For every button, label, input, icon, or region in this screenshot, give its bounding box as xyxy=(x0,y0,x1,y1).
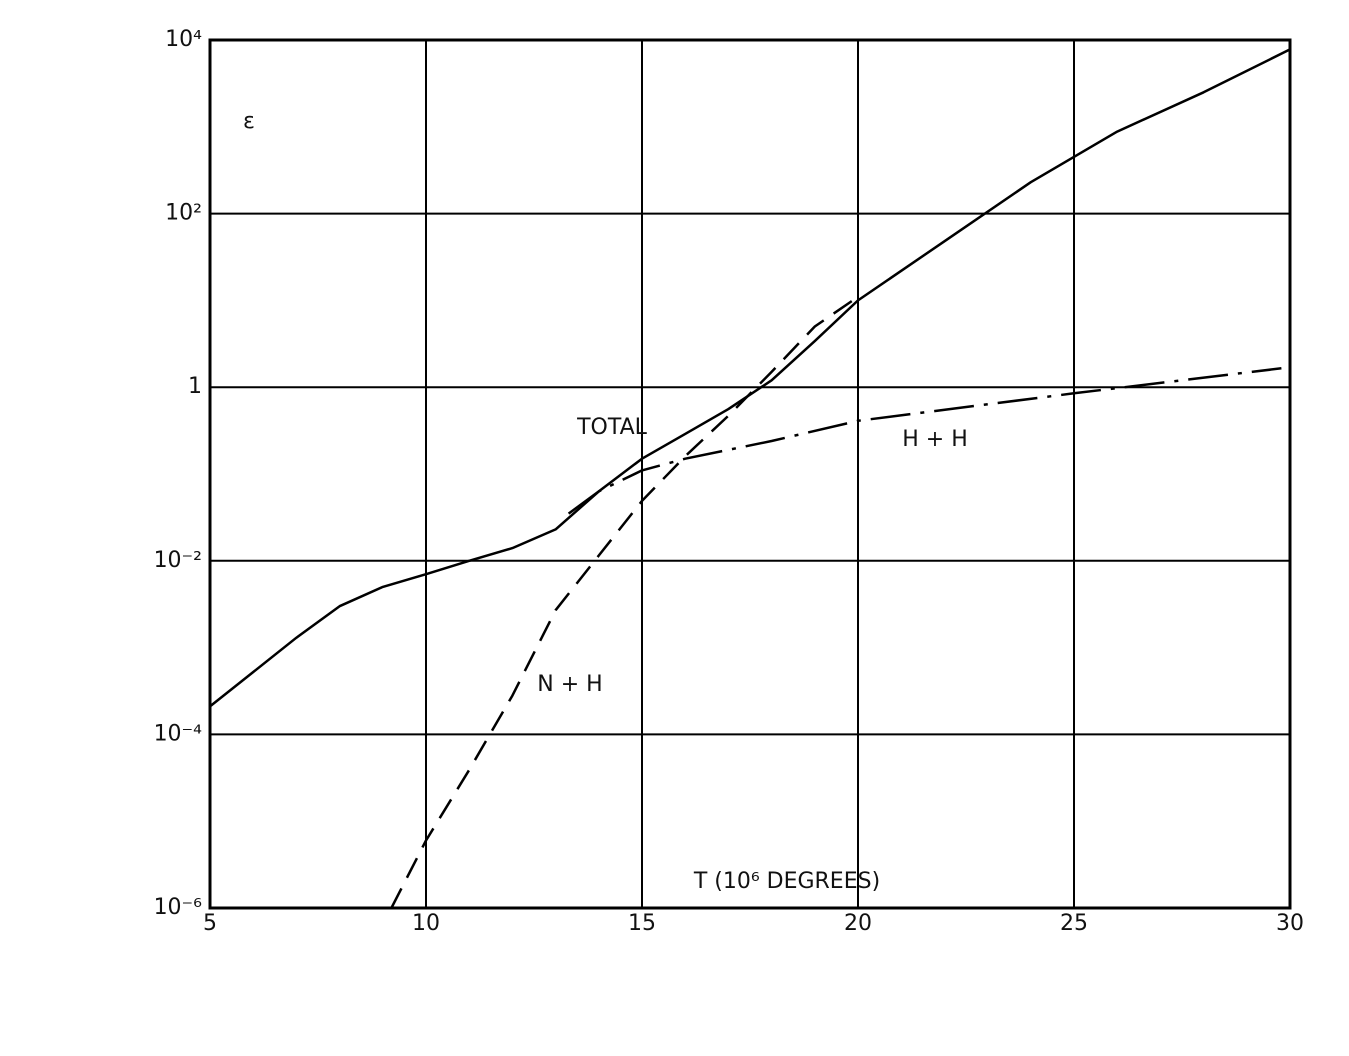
plot-frame xyxy=(208,38,1292,910)
y-tick-label: 10⁻⁴ xyxy=(154,721,203,746)
x-tick-label: 10 xyxy=(412,911,440,936)
x-axis-label: T (10⁶ DEGREES) xyxy=(693,869,880,894)
y-tick-label: 10⁻⁶ xyxy=(154,895,203,920)
x-tick-label: 20 xyxy=(844,911,872,936)
y-tick-label: 10² xyxy=(165,201,202,226)
series-line xyxy=(209,48,1291,708)
x-tick-label: 5 xyxy=(203,911,217,936)
series-label: TOTAL xyxy=(576,415,648,440)
y-tick-label: 10⁻² xyxy=(154,548,202,573)
x-tick-label: 30 xyxy=(1276,911,1304,936)
y-tick-label: 10⁴ xyxy=(165,27,202,52)
series-line xyxy=(390,295,859,909)
x-tick-label: 25 xyxy=(1060,911,1088,936)
x-tick-label: 15 xyxy=(628,911,656,936)
y-axis-label: ε xyxy=(243,109,255,134)
series-label: H + H xyxy=(902,427,968,452)
series-label: N + H xyxy=(537,672,602,697)
y-tick-label: 1 xyxy=(188,374,202,399)
